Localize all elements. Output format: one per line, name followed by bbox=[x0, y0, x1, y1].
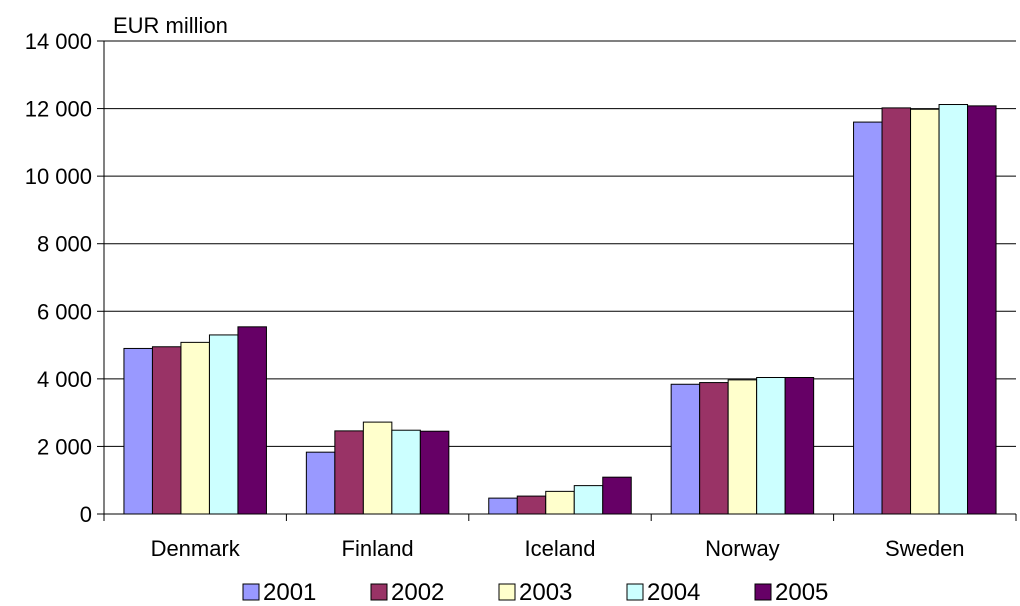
bar-denmark-2004 bbox=[208, 334, 239, 515]
bar-denmark-2001 bbox=[123, 347, 153, 515]
y-tick-label: 14 000 bbox=[25, 29, 92, 54]
y-tick-label: 0 bbox=[80, 502, 92, 527]
bar-denmark-2002 bbox=[151, 346, 182, 515]
bar-sweden-2005 bbox=[967, 105, 997, 515]
y-tick-label: 12 000 bbox=[25, 97, 92, 122]
x-tick-label: Norway bbox=[705, 536, 780, 561]
bar-sweden-2004 bbox=[938, 104, 969, 515]
bar-norway-2004 bbox=[756, 377, 786, 515]
legend-swatch bbox=[242, 583, 260, 601]
y-tick-label: 2 000 bbox=[37, 434, 92, 459]
bar-norway-2001 bbox=[670, 383, 701, 515]
legend-swatch bbox=[498, 583, 516, 601]
bar-sweden-2001 bbox=[853, 121, 883, 515]
legend-swatch bbox=[370, 583, 388, 601]
bar-norway-2005 bbox=[784, 377, 815, 515]
legend-label: 2004 bbox=[647, 579, 700, 606]
bar-sweden-2002 bbox=[881, 107, 912, 515]
bar-finland-2003 bbox=[362, 421, 393, 515]
y-tick-label: 4 000 bbox=[37, 367, 92, 392]
legend: 2001 2002 2003 2004 2005 bbox=[242, 579, 828, 606]
legend-label: 2005 bbox=[775, 579, 828, 606]
x-tick-label: Iceland bbox=[525, 536, 596, 561]
bar-iceland-2001 bbox=[488, 497, 518, 515]
bar-iceland-2004 bbox=[573, 485, 604, 515]
bar-iceland-2002 bbox=[516, 495, 547, 515]
bar-iceland-2005 bbox=[602, 476, 632, 515]
x-tick-labels: Denmark Finland Iceland Norway Sweden bbox=[151, 536, 965, 561]
y-tick-label: 6 000 bbox=[37, 299, 92, 324]
axes bbox=[97, 40, 1017, 521]
bar-denmark-2003 bbox=[180, 341, 210, 515]
bar-finland-2001 bbox=[305, 451, 336, 515]
y-tick-labels: 0 2 000 4 000 6 000 8 000 10 000 12 000 14 000 bbox=[25, 29, 92, 527]
legend-label: 2001 bbox=[263, 579, 316, 606]
y-tick-label: 10 000 bbox=[25, 164, 92, 189]
bar-norway-2003 bbox=[727, 379, 758, 515]
legend-label: 2002 bbox=[391, 579, 444, 606]
x-tick-label: Sweden bbox=[885, 536, 965, 561]
bar-sweden-2003 bbox=[910, 108, 940, 515]
bar-finland-2005 bbox=[419, 430, 450, 515]
y-tick-label: 8 000 bbox=[37, 232, 92, 257]
legend-label: 2003 bbox=[519, 579, 572, 606]
bars bbox=[123, 104, 997, 515]
x-tick-label: Finland bbox=[342, 536, 414, 561]
x-tick-label: Denmark bbox=[151, 536, 241, 561]
bar-iceland-2003 bbox=[545, 490, 575, 515]
y-axis-unit-label: EUR million bbox=[113, 13, 228, 38]
bar-finland-2004 bbox=[391, 429, 421, 515]
legend-swatch bbox=[626, 583, 644, 601]
bar-finland-2002 bbox=[334, 430, 364, 515]
legend-swatch bbox=[754, 583, 772, 601]
bar-denmark-2005 bbox=[237, 326, 267, 515]
bar-norway-2002 bbox=[699, 382, 729, 515]
